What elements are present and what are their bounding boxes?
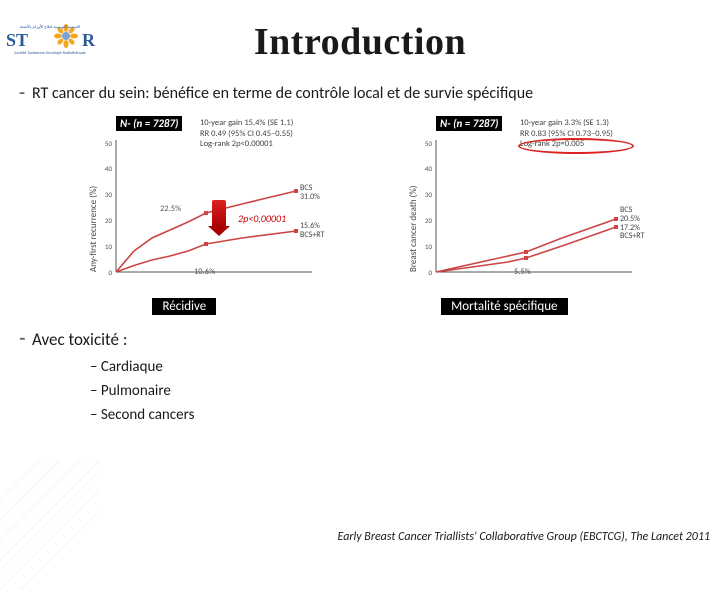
label-mortalite: Mortalité spécifique [441,298,567,315]
svg-text:R: R [82,30,96,50]
bullet-marker: ⁃ [18,84,32,104]
corner-decoration [0,460,100,590]
svg-text:Société Tunisienne Oncologie R: Société Tunisienne Oncologie Radiothérap… [14,51,85,56]
stat-line: 10-year gain 3.3% (SE 1.3) [520,118,648,129]
chart-recurrence: N- (n = 7287) 10-year gain 15.4% (SE 1.1… [70,114,330,294]
sub-item: – Cardiaque [90,358,720,376]
charts-row: N- (n = 7287) 10-year gain 15.4% (SE 1.1… [0,114,720,294]
svg-text:0: 0 [108,268,112,277]
chart-mortality: N- (n = 7287) 10-year gain 3.3% (SE 1.3)… [390,114,650,294]
end-label-top: BCS 31.0% [300,184,320,202]
chart-left-pvalue: 2p<0,00001 [238,212,286,225]
sub-bullets: – Cardiaque – Pulmonaire – Second cancer… [90,358,720,424]
chart-labels-row: Récidive Mortalité spécifique [0,298,720,315]
logo: ST R Société Tunisienne Oncologie Radiot… [4,24,114,60]
end-labels-right: BCS 20.5% 17.2% BCS+RT [620,206,644,241]
mid-label-bot: 10.6% [194,267,215,277]
chart-right-ylabel: Breast cancer death (%) [408,185,419,272]
svg-text:10: 10 [105,242,113,251]
chart-left-header: N- (n = 7287) [116,116,182,131]
bullet-main-text: RT cancer du sein: bénéfice en terme de … [32,84,533,103]
svg-text:50: 50 [425,139,433,148]
chart-left-ylabel: Any-first recurrence (%) [88,186,99,272]
svg-text:20: 20 [105,216,113,225]
end-label-bot: 15.6% BCS+RT [300,222,324,240]
sub-item: – Second cancers [90,406,720,424]
svg-text:50: 50 [105,139,113,148]
bullet-main: ⁃ RT cancer du sein: bénéfice en terme d… [18,84,706,104]
bullet-toxicite-text: Avec toxicité : [32,329,127,350]
mid-label-bot-r: 5.5% [514,267,531,277]
red-arrow-icon [212,200,226,228]
stat-line: 10-year gain 15.4% (SE 1.1) [200,118,328,129]
svg-text:0: 0 [428,268,432,277]
svg-text:30: 30 [425,190,433,199]
mid-label-top: 22.5% [160,204,181,214]
svg-text:الجمعية التونسية لعلاج الأورام: الجمعية التونسية لعلاج الأورام بالأشعة [20,24,81,30]
svg-text:10: 10 [425,242,433,251]
svg-text:40: 40 [105,164,113,173]
svg-text:20: 20 [425,216,433,225]
svg-text:ST: ST [6,30,28,50]
svg-text:30: 30 [105,190,113,199]
svg-text:40: 40 [425,164,433,173]
label-recidive: Récidive [152,298,216,315]
bullet-marker: ⁃ [18,329,32,350]
sub-item: – Pulmonaire [90,382,720,400]
bullet-toxicite: ⁃ Avec toxicité : [18,329,706,350]
chart-right-header: N- (n = 7287) [436,116,502,131]
citation: Early Breast Cancer Triallists' Collabor… [338,530,710,544]
